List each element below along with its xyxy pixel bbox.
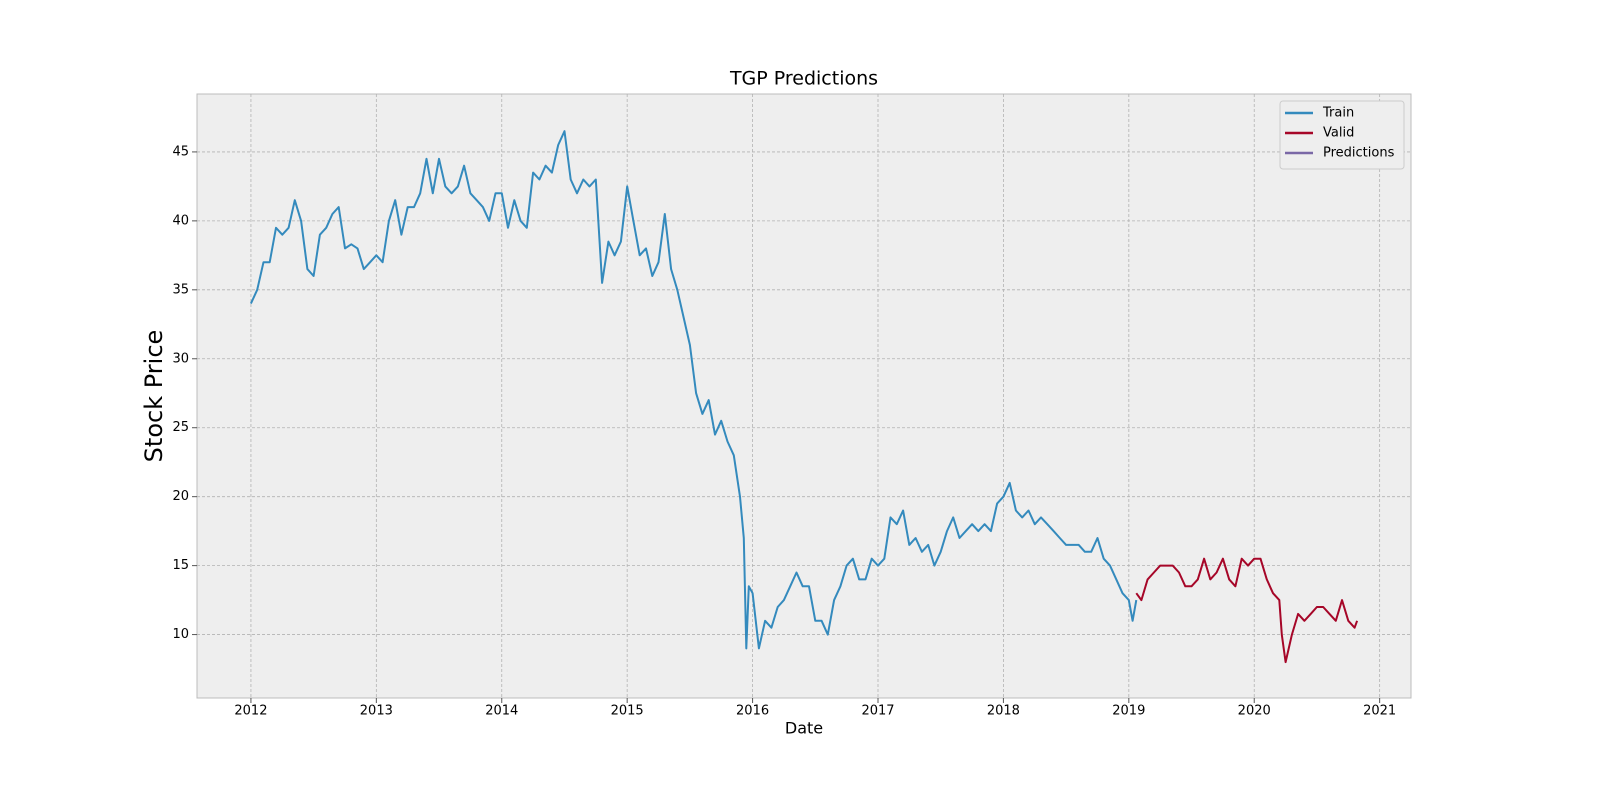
y-tick-label: 45 [172, 144, 189, 159]
chart-title: TGP Predictions [729, 68, 878, 90]
x-tick-label: 2020 [1238, 704, 1271, 719]
legend-label: Valid [1323, 126, 1354, 141]
x-axis-label: Date [785, 719, 823, 738]
y-tick-label: 25 [172, 420, 189, 435]
x-tick-label: 2014 [485, 704, 518, 719]
series-line [1135, 557, 1359, 664]
y-tick-label: 10 [172, 627, 189, 642]
x-tick-label: 2015 [611, 704, 644, 719]
x-tick-label: 2012 [234, 704, 267, 719]
x-tick-label: 2016 [736, 704, 769, 719]
x-tick-label: 2013 [360, 704, 393, 719]
legend-label: Predictions [1323, 146, 1395, 161]
y-tick-label: 20 [172, 489, 189, 504]
legend-label: Train [1322, 106, 1354, 121]
plot-area [196, 93, 1412, 699]
series-line [249, 130, 1138, 650]
x-tick-label: 2021 [1363, 704, 1396, 719]
x-tick-label: 2018 [987, 704, 1020, 719]
y-tick-label: 15 [172, 558, 189, 573]
y-axis-label: Stock Price [140, 330, 168, 463]
y-tick-label: 30 [172, 351, 189, 366]
x-tick-label: 2017 [861, 704, 894, 719]
x-tick-label: 2019 [1112, 704, 1145, 719]
y-tick-label: 40 [172, 213, 189, 228]
y-tick-label: 35 [172, 282, 189, 297]
